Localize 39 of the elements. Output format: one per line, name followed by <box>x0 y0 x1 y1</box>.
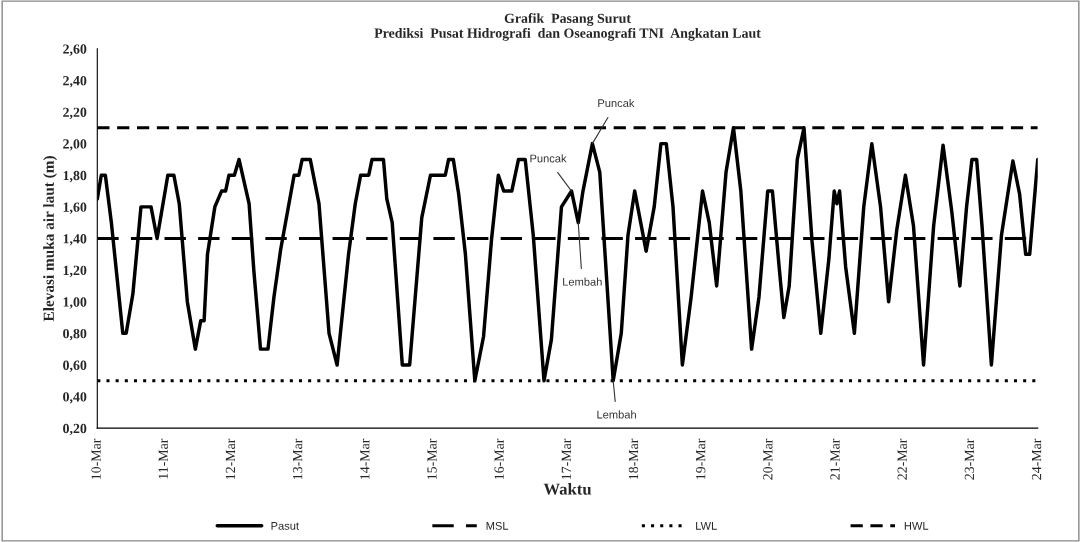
y-tick-label: 2,20 <box>63 107 87 119</box>
x-tick-label: 16-Mar <box>494 438 504 480</box>
y-tick-label: 0,80 <box>63 328 87 341</box>
y-tick-label: 0,60 <box>63 360 87 372</box>
annotation: Lembah <box>563 277 602 286</box>
x-tick-label: 11-Mar <box>158 438 168 479</box>
x-tick-label: 14-Mar <box>360 438 370 480</box>
x-tick-label: 19-Mar <box>696 438 706 480</box>
y-tick-label: 1,00 <box>63 297 87 309</box>
x-tick-label: 12-Mar <box>225 438 236 480</box>
y-tick-label: 1,40 <box>63 234 87 246</box>
annotation: Puncak <box>530 154 567 163</box>
y-tick-label: 1,60 <box>63 202 87 214</box>
y-tick-label: 1,20 <box>63 265 87 278</box>
x-tick-label: 23-Mar <box>964 438 975 480</box>
y-tick-label: 2,40 <box>63 75 87 88</box>
x-axis-title: Waktu <box>543 483 592 495</box>
y-tick-label: 0,20 <box>63 423 87 436</box>
legend-label: HWL <box>904 522 929 530</box>
y-axis-title: Elevasi muka air laut (m) <box>43 156 58 322</box>
x-tick-label: 15-Mar <box>427 438 437 480</box>
annotation: Lembah <box>597 410 636 419</box>
x-tick-label: 13-Mar <box>292 438 303 480</box>
legend-label: Pasut <box>271 522 299 530</box>
y-tick-label: 2,00 <box>63 139 87 151</box>
x-tick-label: 17-Mar <box>561 438 571 480</box>
x-tick-label: 10-Mar <box>91 438 101 480</box>
y-tick-label: 2,60 <box>63 44 87 56</box>
annotation: Puncak <box>598 98 635 108</box>
x-tick-label: 18-Mar <box>628 438 639 480</box>
legend-label: LWL <box>696 522 717 530</box>
y-tick-label: 0,40 <box>63 392 87 404</box>
x-tick-label: 20-Mar <box>763 438 773 480</box>
x-tick-label: 24-Mar <box>1031 438 1042 480</box>
legend-label: MSL <box>486 521 509 530</box>
chart-title: Grafik Pasang Surut Prediksi Pusat Hidrografi dan Oseanografi TNI Angkatan Laut <box>374 13 761 41</box>
x-tick-label: 21-Mar <box>830 438 840 480</box>
x-tick-label: 22-Mar <box>897 438 907 480</box>
y-tick-label: 1,80 <box>63 170 87 183</box>
